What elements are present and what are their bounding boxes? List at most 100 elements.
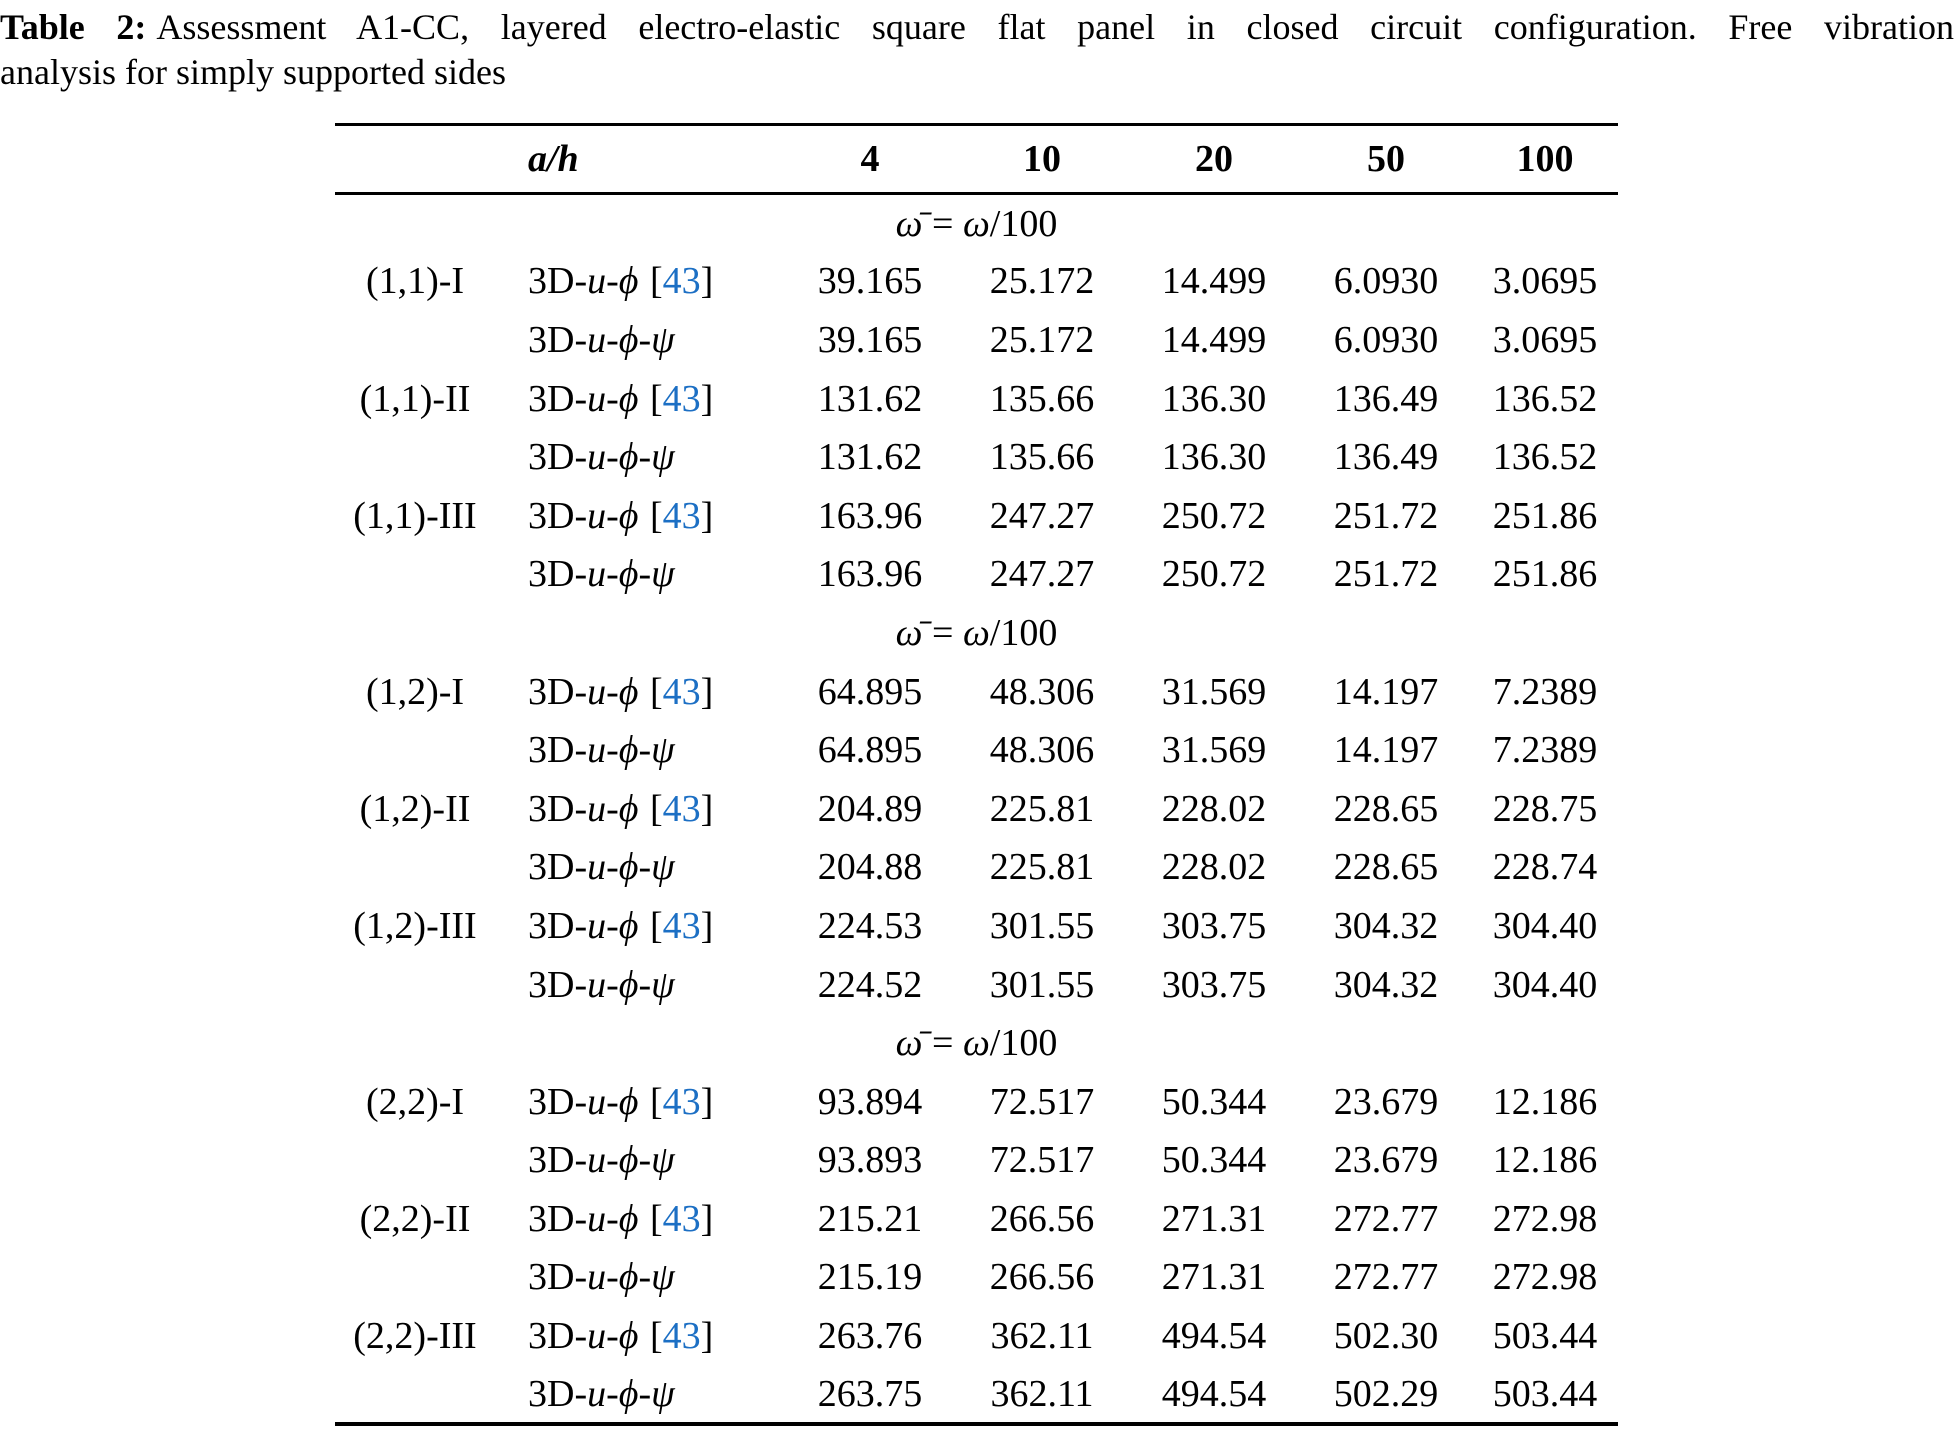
text-part: 3D-	[528, 846, 588, 889]
value-cell: 362.11	[990, 1315, 1094, 1358]
citation-link[interactable]: 43	[662, 1315, 701, 1358]
math-symbol: ψ	[651, 318, 675, 361]
caption-line-1: Table 2: Assessment A1-CC, layered electr…	[0, 5, 1954, 50]
mode-label: (2,2)-I	[365, 1080, 465, 1123]
mode-label: (1,1)-I	[365, 260, 465, 303]
math-symbol: u	[587, 377, 607, 420]
citation-link[interactable]: 43	[662, 904, 701, 947]
value-cell: 25.172	[989, 318, 1095, 361]
text-part: 3D-	[528, 377, 588, 420]
table-row: 3D-u-ϕ-ψ 263.75 362.11 494.54 502.29 503.44	[335, 1365, 1618, 1424]
ref-bracket-close: ]	[700, 260, 714, 303]
caption-text-line-2: analysis for simply supported sides	[0, 52, 506, 92]
ref-bracket-open: [	[649, 670, 663, 713]
table-header-row: a/h 4 10 20 50 100	[335, 125, 1618, 194]
text-part: -	[606, 904, 619, 947]
method-label: 3D-u-ϕ [43]	[495, 369, 784, 428]
math-symbol: u	[587, 553, 607, 596]
value-cell: 204.88	[817, 846, 923, 889]
value-cell: 93.894	[817, 1080, 923, 1123]
text-part: -	[606, 1080, 619, 1123]
value-cell: 215.21	[817, 1197, 923, 1240]
citation: [43]	[650, 905, 713, 947]
value-cell: 50.344	[1161, 1080, 1267, 1123]
value-cell: 163.96	[817, 494, 923, 537]
text-part: 3D-	[528, 729, 588, 772]
citation: [43]	[650, 1198, 713, 1240]
ref-bracket-open: [	[649, 1197, 663, 1240]
text-part: -	[606, 1197, 619, 1240]
math-symbol: ϕ	[618, 553, 639, 596]
value-cell: 225.81	[989, 846, 1095, 889]
value-cell: 72.517	[989, 1080, 1095, 1123]
value-cell: 494.54	[1161, 1372, 1267, 1415]
math-symbol: u	[587, 904, 607, 947]
method-label: 3D-u-ϕ [43]	[495, 1072, 784, 1131]
ref-bracket-close: ]	[700, 904, 714, 947]
text-part: -	[606, 1256, 619, 1299]
method-label: 3D-u-ϕ-ψ	[495, 838, 784, 897]
value-cell: 224.53	[817, 904, 923, 947]
text-part: -	[638, 318, 652, 361]
citation-link[interactable]: 43	[662, 377, 701, 420]
math-symbol: u	[587, 1080, 607, 1123]
mode-label: (1,2)-II	[359, 787, 471, 830]
math-symbol: ϕ	[618, 1315, 639, 1358]
text-part: 3D-	[528, 787, 588, 830]
text-part: 3D-	[528, 436, 588, 479]
citation-link[interactable]: 43	[662, 494, 701, 537]
math-symbol: ψ	[651, 1139, 675, 1182]
citation-link[interactable]: 43	[662, 260, 701, 303]
column-header-a-h: a/h	[528, 138, 579, 180]
math-symbol: ϕ	[618, 787, 639, 830]
text-part: -	[606, 318, 619, 361]
mode-label	[335, 1365, 495, 1424]
text-part: -	[606, 1315, 619, 1358]
value-cell: 228.74	[1492, 846, 1598, 889]
citation-link[interactable]: 43	[662, 1197, 701, 1240]
value-cell: 263.76	[817, 1315, 923, 1358]
mode-label: (1,1)-III	[353, 494, 477, 537]
ref-bracket-close: ]	[700, 1197, 714, 1240]
value-cell: 301.55	[989, 963, 1095, 1006]
ref-bracket-close: ]	[700, 670, 714, 713]
mode-label: (1,2)-III	[353, 904, 477, 947]
results-table: a/h 4 10 20 50 100 ω̄ = ω/100 (1,1)-I 3D-u…	[335, 123, 1618, 1426]
math-symbol: u	[587, 494, 607, 537]
value-cell: 251.72	[1333, 553, 1439, 596]
section-header-row: ω̄ = ω/100	[335, 1014, 1618, 1073]
value-cell: 136.30	[1161, 436, 1267, 479]
citation-link[interactable]: 43	[662, 670, 701, 713]
citation-link[interactable]: 43	[662, 1080, 701, 1123]
math-symbol: u	[587, 729, 607, 772]
table-caption: Table 2: Assessment A1-CC, layered electr…	[0, 0, 1954, 95]
value-cell: 502.30	[1333, 1315, 1439, 1358]
text-part: -	[606, 260, 619, 303]
value-cell: 271.31	[1161, 1256, 1267, 1299]
method-label: 3D-u-ϕ [43]	[495, 779, 784, 838]
value-cell: 14.197	[1333, 670, 1439, 713]
text-part: 3D-	[528, 1139, 588, 1182]
ref-bracket-open: [	[649, 787, 663, 830]
table-row: 3D-u-ϕ-ψ 93.893 72.517 50.344 23.679 12.186	[335, 1131, 1618, 1190]
math-symbol: ψ	[651, 1372, 675, 1415]
method-label: 3D-u-ϕ-ψ	[495, 721, 784, 780]
text-part: -	[606, 729, 619, 772]
value-cell: 263.75	[817, 1372, 923, 1415]
citation-link[interactable]: 43	[662, 787, 701, 830]
text-part: -	[638, 1139, 652, 1182]
caption-label: Table 2:	[0, 7, 147, 47]
value-cell: 12.186	[1492, 1080, 1598, 1123]
table-row: 3D-u-ϕ-ψ 131.62 135.66 136.30 136.49 136.52	[335, 428, 1618, 487]
text-part: -	[606, 553, 619, 596]
value-cell: 247.27	[989, 553, 1095, 596]
math-symbol: u	[587, 1139, 607, 1182]
method-label: 3D-u-ϕ-ψ	[495, 1131, 784, 1190]
math-symbol: u	[587, 1256, 607, 1299]
math-symbol: u	[587, 963, 607, 1006]
math-symbol: u	[587, 436, 607, 479]
text-part: /100	[989, 1022, 1058, 1065]
value-cell: 266.56	[989, 1256, 1095, 1299]
value-cell: 272.98	[1492, 1256, 1598, 1299]
